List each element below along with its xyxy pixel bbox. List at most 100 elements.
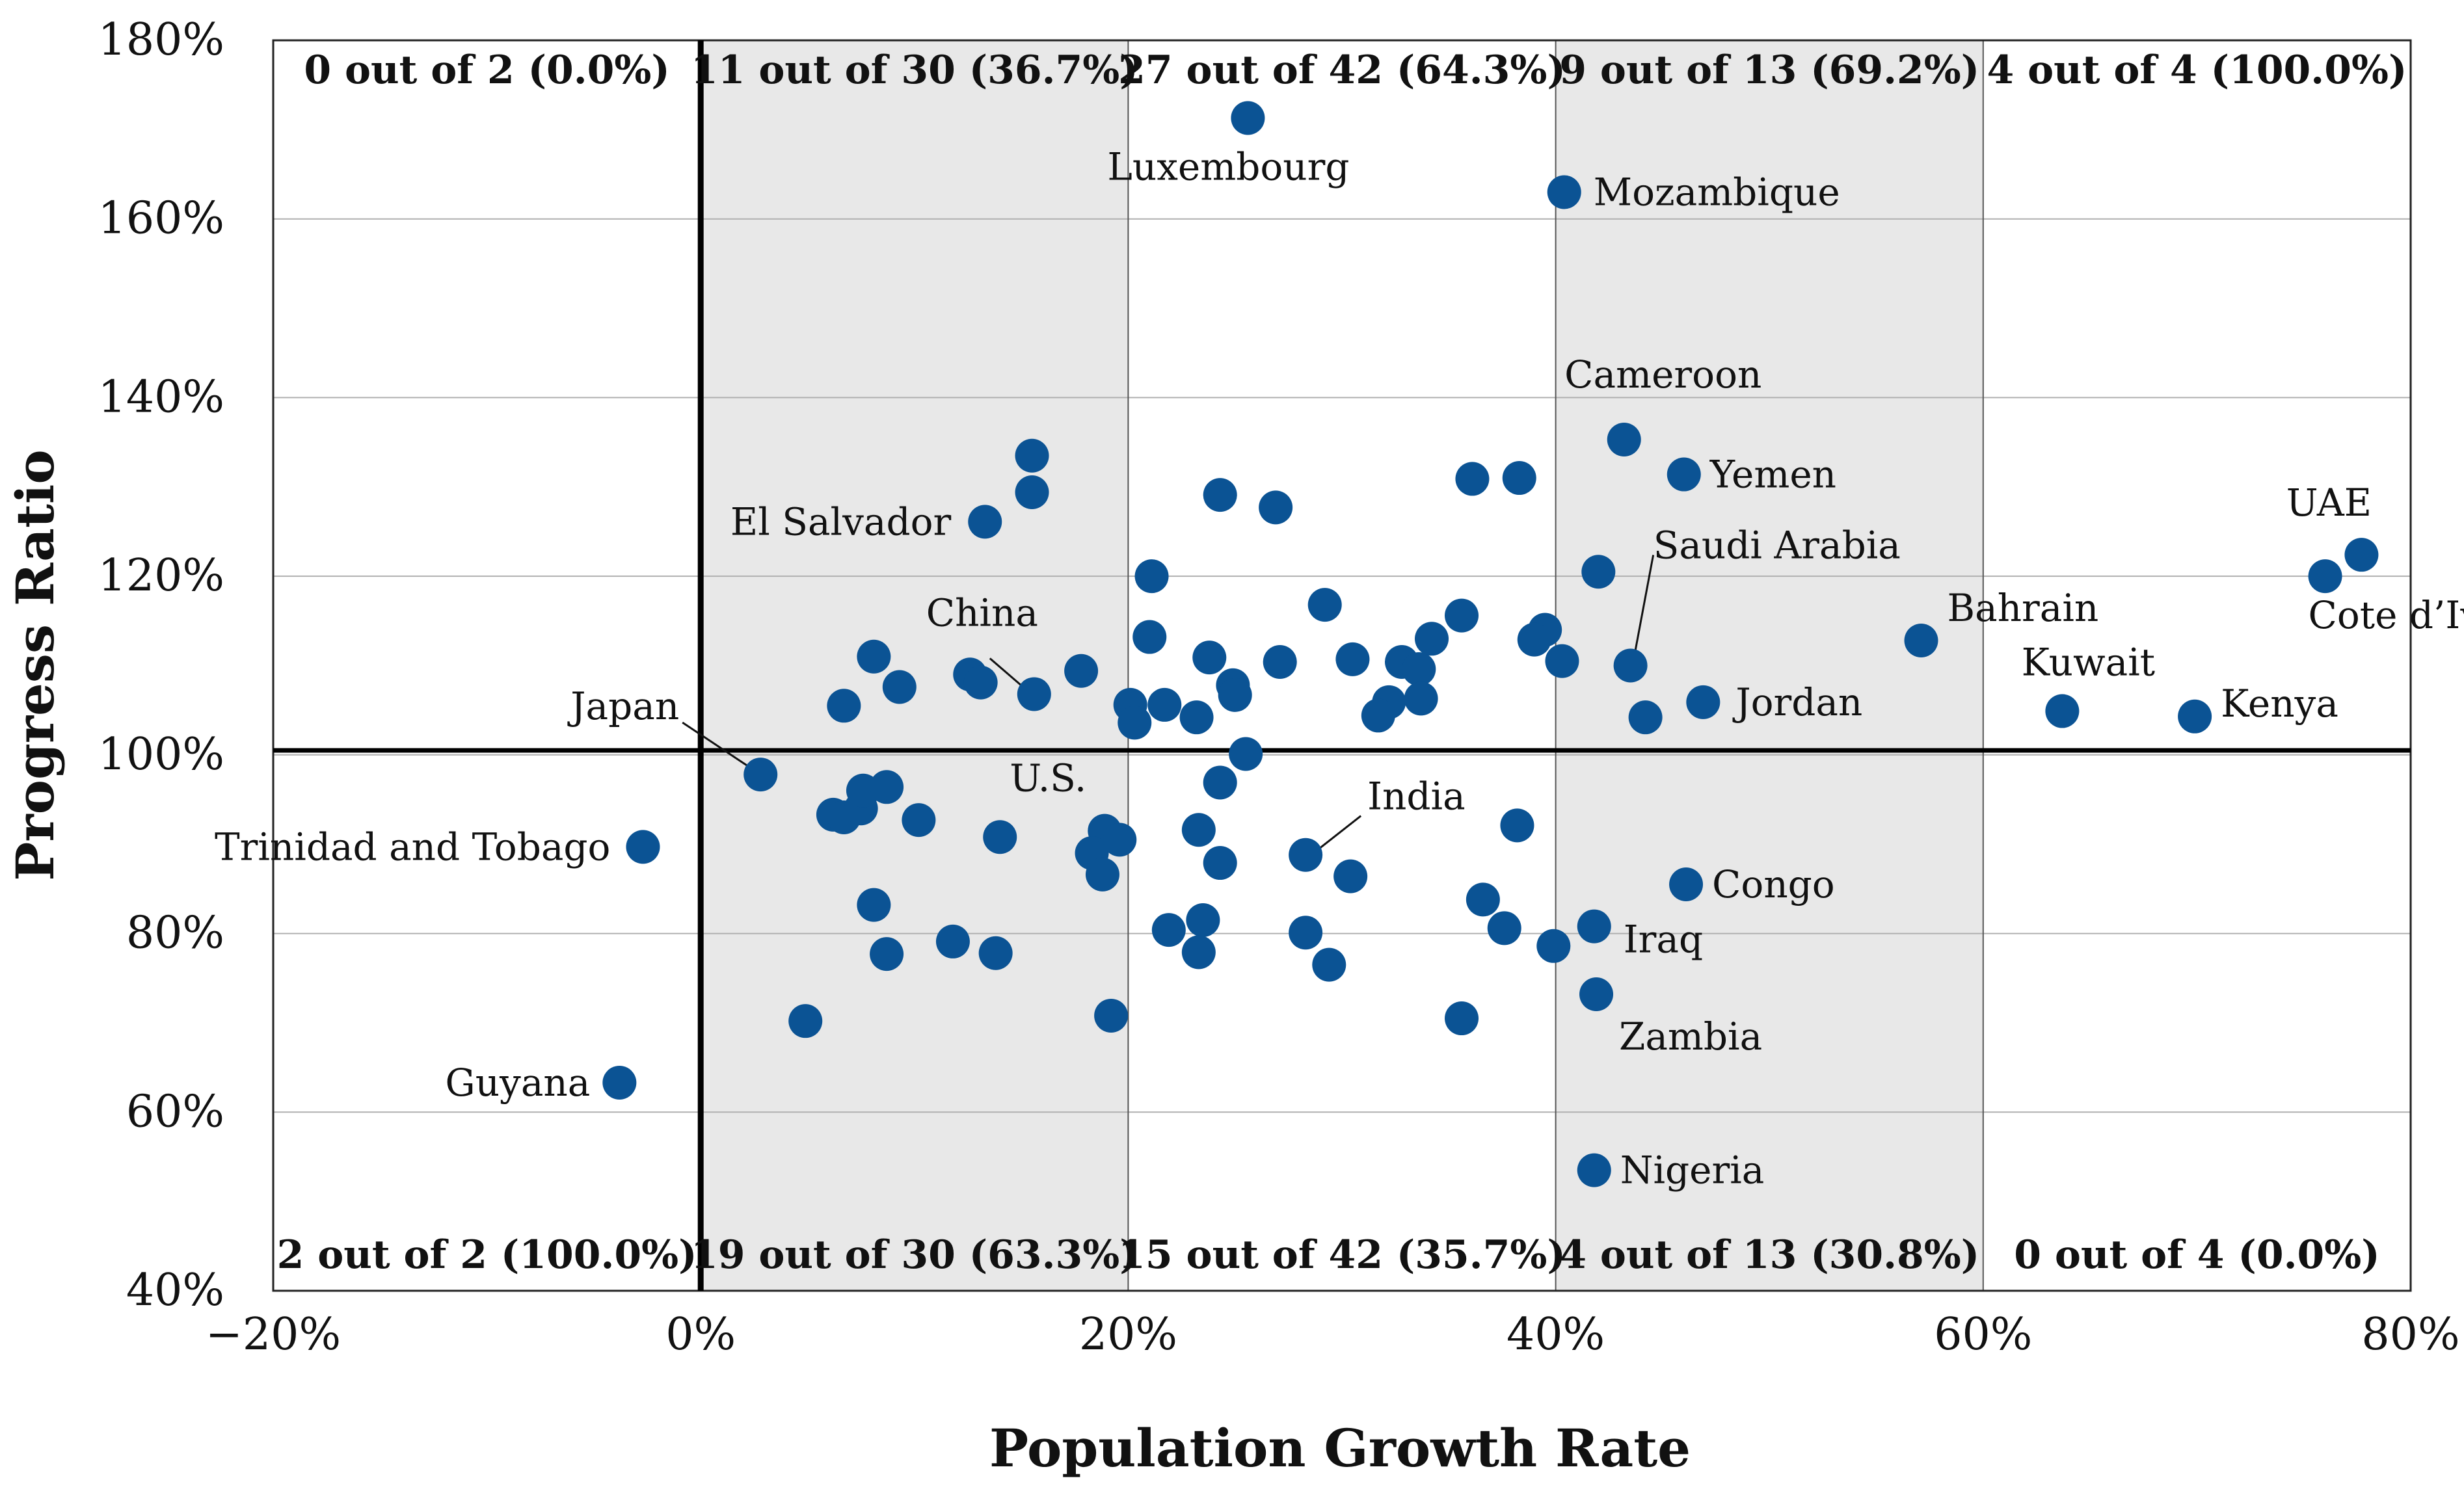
point-label-trinidad-and-tobago: Trinidad and Tobago: [215, 825, 611, 869]
shaded-band-0: [701, 40, 1129, 1291]
band-count-top-0: 0 out of 2 (0.0%): [304, 47, 669, 93]
data-point: [1192, 641, 1227, 675]
data-point: [1094, 998, 1129, 1033]
band-count-bottom-4: 0 out of 4 (0.0%): [2014, 1232, 2379, 1278]
y-tick-label-7: 180%: [98, 14, 224, 66]
data-point: [1536, 929, 1571, 963]
data-point: [882, 670, 917, 704]
x-axis-title: Population Growth Rate: [989, 1418, 1691, 1479]
x-tick-label-0: −20%: [206, 1309, 341, 1360]
y-tick-label-4: 120%: [98, 550, 224, 601]
band-count-top-2: 27 out of 42 (64.3%): [1118, 47, 1566, 93]
data-point: [1487, 911, 1521, 945]
data-point-cameroon: [1607, 422, 1641, 456]
point-label-jordan: Jordan: [1732, 680, 1862, 724]
point-label-bahrain: Bahrain: [1948, 586, 2099, 630]
data-point: [1179, 700, 1214, 735]
point-label-yemen: Yemen: [1709, 453, 1836, 497]
data-point: [1312, 947, 1346, 982]
leader-line-india: [1315, 815, 1362, 852]
data-point-u-s-: [1103, 823, 1137, 857]
data-point: [1218, 678, 1252, 712]
data-point: [1203, 765, 1237, 800]
data-points: [602, 101, 2379, 1187]
tick-labels: −20% 0% 20% 40% 60% 80% 40% 60% 80% 100% 120% 140% 1…: [98, 14, 2460, 1360]
data-point: [1402, 652, 1436, 686]
data-point-saudi-arabia: [1613, 648, 1648, 683]
data-point: [1333, 859, 1368, 893]
y-tick-label-3: 100%: [98, 729, 224, 780]
band-count-bottom-2: 15 out of 42 (35.7%): [1118, 1232, 1566, 1278]
data-point: [857, 639, 891, 674]
point-label-zambia: Zambia: [1619, 1014, 1762, 1059]
point-label-guyana: Guyana: [445, 1061, 590, 1105]
y-tick-label-2: 80%: [126, 908, 224, 959]
data-point-trinidad-and-tobago: [626, 830, 660, 864]
data-point: [1132, 620, 1167, 654]
point-label-india: India: [1367, 774, 1466, 819]
point-label-mozambique: Mozambique: [1594, 170, 1840, 215]
data-point-congo: [1669, 867, 1704, 902]
data-point-cote-d-ivoire: [2308, 559, 2342, 594]
leader-line-saudi-arabia: [1633, 555, 1655, 659]
data-point: [1203, 846, 1237, 880]
y-axis-title: Progress Ratio: [5, 449, 66, 880]
data-point: [1259, 490, 1293, 525]
point-label-kuwait: Kuwait: [2022, 641, 2156, 685]
data-point-zambia: [1579, 977, 1614, 1011]
y-tick-label-6: 160%: [98, 193, 224, 244]
data-point: [1404, 681, 1438, 716]
data-point: [1118, 706, 1152, 740]
data-point: [1147, 687, 1182, 722]
data-point: [1289, 916, 1323, 950]
data-point: [1064, 654, 1099, 688]
data-point: [1085, 857, 1119, 892]
reference-lines: [273, 40, 2411, 1291]
data-point: [963, 665, 998, 700]
point-label-cote-d-ivoire: Cote d’Ivoire: [2308, 593, 2464, 637]
point-label-congo: Congo: [1712, 862, 1835, 906]
data-point-china: [1017, 677, 1051, 711]
data-point: [902, 803, 936, 838]
data-point: [1517, 622, 1551, 657]
data-point-guyana: [602, 1065, 637, 1100]
point-label-luxembourg: Luxembourg: [1107, 145, 1349, 189]
data-point: [1466, 882, 1500, 917]
data-point: [857, 888, 891, 922]
data-point: [1455, 462, 1490, 496]
data-point-bahrain: [1904, 624, 1938, 658]
y-tick-label-5: 140%: [98, 371, 224, 423]
data-point-iraq: [1577, 909, 1611, 944]
x-tick-label-1: 0%: [665, 1309, 736, 1360]
point-label-el-salvador: El Salvador: [730, 499, 952, 544]
point-label-japan: Japan: [567, 684, 679, 728]
data-point: [1628, 700, 1663, 735]
data-point-uae: [2344, 538, 2379, 572]
data-point: [1229, 737, 1263, 771]
data-point-kuwait: [2045, 694, 2080, 728]
data-point: [1151, 913, 1186, 947]
x-tick-label-4: 60%: [1934, 1309, 2032, 1360]
data-point-kenya: [2178, 699, 2212, 733]
data-point: [1415, 622, 1449, 656]
band-count-top-4: 4 out of 4 (100.0%): [1987, 47, 2407, 93]
data-point: [1015, 438, 1049, 473]
data-point-luxembourg: [1231, 101, 1265, 135]
point-label-china: China: [926, 590, 1038, 635]
band-count-bottom-3: 4 out of 13 (30.8%): [1559, 1232, 1979, 1278]
x-tick-label-3: 40%: [1507, 1309, 1605, 1360]
data-point: [1203, 478, 1237, 512]
plot-frame: [272, 39, 2412, 1292]
x-tick-label-5: 80%: [2361, 1309, 2459, 1360]
point-label-iraq: Iraq: [1624, 918, 1703, 962]
data-point: [1361, 698, 1395, 733]
data-point: [1015, 475, 1049, 510]
data-point-india: [1289, 838, 1323, 872]
point-label-saudi-arabia: Saudi Arabia: [1654, 523, 1901, 568]
data-point: [1181, 935, 1216, 970]
band-count-top-3: 9 out of 13 (69.2%): [1559, 47, 1979, 93]
data-point: [788, 1004, 823, 1038]
data-point-el-salvador: [968, 505, 1002, 539]
data-point: [827, 689, 861, 723]
